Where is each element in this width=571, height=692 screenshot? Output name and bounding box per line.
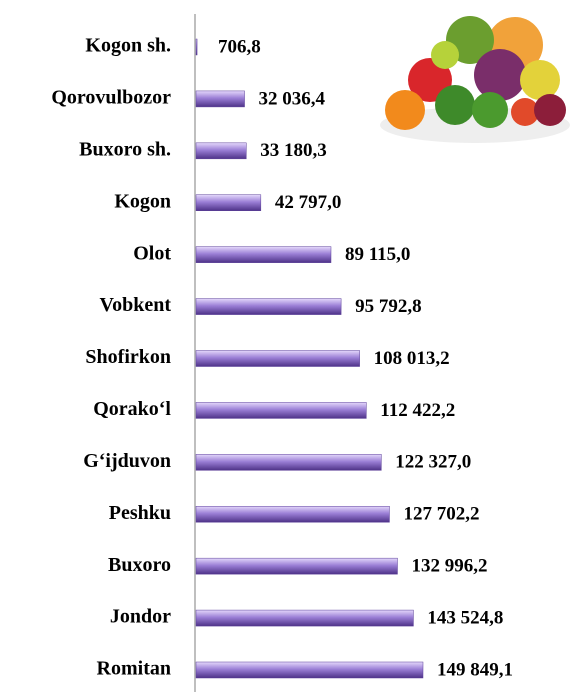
fruit-picture	[380, 16, 570, 143]
bar	[195, 90, 245, 108]
value-label: 89 115,0	[345, 244, 410, 265]
category-label: G‘ijduvon	[83, 450, 171, 472]
bar	[195, 142, 247, 160]
category-label: Kogon sh.	[85, 35, 171, 57]
category-label: Vobkent	[99, 294, 171, 316]
category-label: Qorovulbozor	[51, 87, 171, 109]
value-label: 706,8	[218, 36, 261, 57]
category-label: Qorako‘l	[93, 398, 171, 420]
bar	[195, 246, 332, 263]
value-label: 95 792,8	[355, 296, 422, 317]
category-label: Buxoro sh.	[79, 138, 171, 160]
value-label: 127 702,2	[403, 504, 479, 525]
category-label: Peshku	[109, 502, 171, 524]
bar	[195, 38, 198, 56]
category-label: Shofirkon	[85, 346, 171, 368]
category-label: Jondor	[110, 606, 171, 628]
value-label: 132 996,2	[411, 556, 487, 577]
bar	[195, 557, 398, 575]
value-label: 108 013,2	[374, 348, 450, 369]
bar	[195, 609, 414, 627]
bar	[195, 506, 390, 523]
value-label: 42 797,0	[275, 192, 342, 213]
category-label: Romitan	[97, 658, 171, 680]
value-label: 149 849,1	[437, 659, 513, 680]
value-label: 143 524,8	[427, 607, 503, 628]
bar	[195, 350, 360, 367]
category-label: Olot	[133, 242, 171, 264]
value-label: 33 180,3	[260, 140, 327, 161]
value-label: 32 036,4	[259, 88, 326, 109]
category-label: Buxoro	[108, 554, 171, 576]
value-label: 122 327,0	[395, 452, 471, 473]
value-label: 112 422,2	[380, 400, 455, 421]
bar	[195, 454, 382, 471]
bar	[195, 661, 424, 679]
bar	[195, 298, 342, 315]
category-label: Kogon	[114, 190, 171, 212]
bar	[195, 194, 262, 211]
bar	[195, 402, 367, 419]
